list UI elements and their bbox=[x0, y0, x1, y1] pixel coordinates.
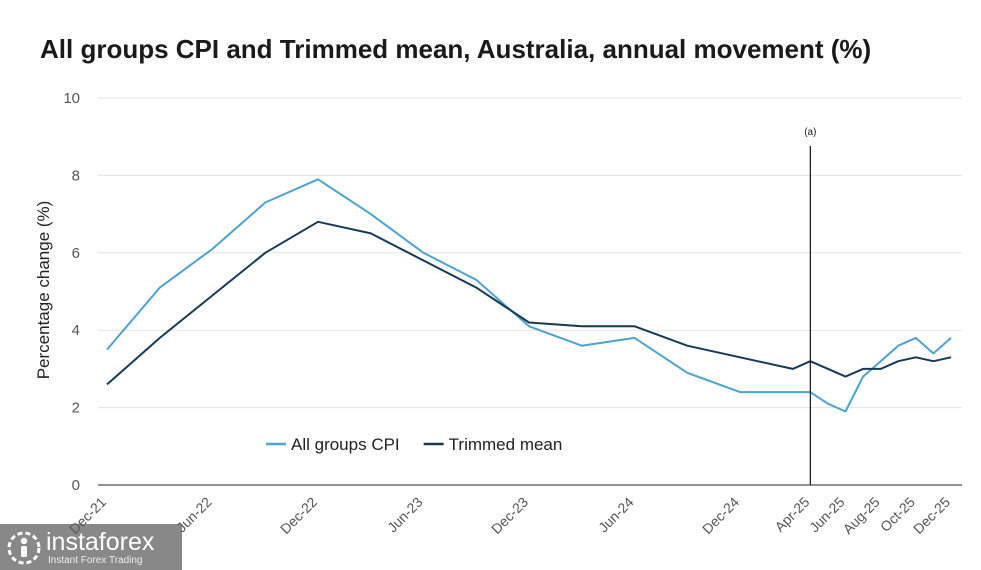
y-tick-label: 10 bbox=[63, 90, 80, 107]
y-tick-label: 2 bbox=[72, 400, 80, 417]
watermark-brand: instaforex bbox=[46, 528, 155, 556]
grid-lines bbox=[98, 97, 962, 486]
x-tick-label: Jun-23 bbox=[384, 494, 426, 536]
y-axis-label: Percentage change (%) bbox=[34, 201, 53, 380]
annotation-label: (a) bbox=[804, 127, 816, 138]
y-tick-label: 8 bbox=[72, 167, 80, 184]
annotation: (a) bbox=[804, 127, 816, 485]
x-tick-label: Jun-25 bbox=[806, 494, 848, 536]
x-tick-label: Dec-22 bbox=[277, 494, 320, 537]
legend-label: Trimmed mean bbox=[449, 435, 563, 454]
y-tick-label: 4 bbox=[72, 322, 80, 339]
watermark-tagline: Instant Forex Trading bbox=[48, 555, 143, 566]
series-line-trimmed-mean bbox=[106, 220, 952, 386]
x-tick-label: Dec-25 bbox=[910, 494, 953, 537]
x-tick-label: Apr-25 bbox=[771, 494, 812, 535]
legend-label: All groups CPI bbox=[291, 435, 400, 454]
x-tick-label: Dec-24 bbox=[699, 494, 742, 537]
x-axis-ticks: Dec-21 Jun-22 Dec-22 Jun-23 Dec-23 Jun-24 Dec-… bbox=[66, 494, 953, 537]
x-tick-label: Jun-24 bbox=[595, 494, 637, 536]
series-line-all-groups-cpi bbox=[106, 178, 952, 413]
y-axis-ticks: 0 2 4 6 8 10 bbox=[63, 90, 80, 494]
legend: All groups CPI Trimmed mean bbox=[266, 435, 562, 454]
series-lines bbox=[106, 178, 952, 413]
watermark: instaforex Instant Forex Trading bbox=[0, 524, 182, 570]
instaforex-logo-icon bbox=[7, 531, 41, 565]
x-tick-label: Dec-23 bbox=[488, 494, 531, 537]
y-tick-label: 0 bbox=[72, 477, 80, 494]
chart-title: All groups CPI and Trimmed mean, Austral… bbox=[40, 34, 872, 64]
y-tick-label: 6 bbox=[72, 245, 80, 262]
x-tick-label: Aug-25 bbox=[840, 494, 883, 537]
